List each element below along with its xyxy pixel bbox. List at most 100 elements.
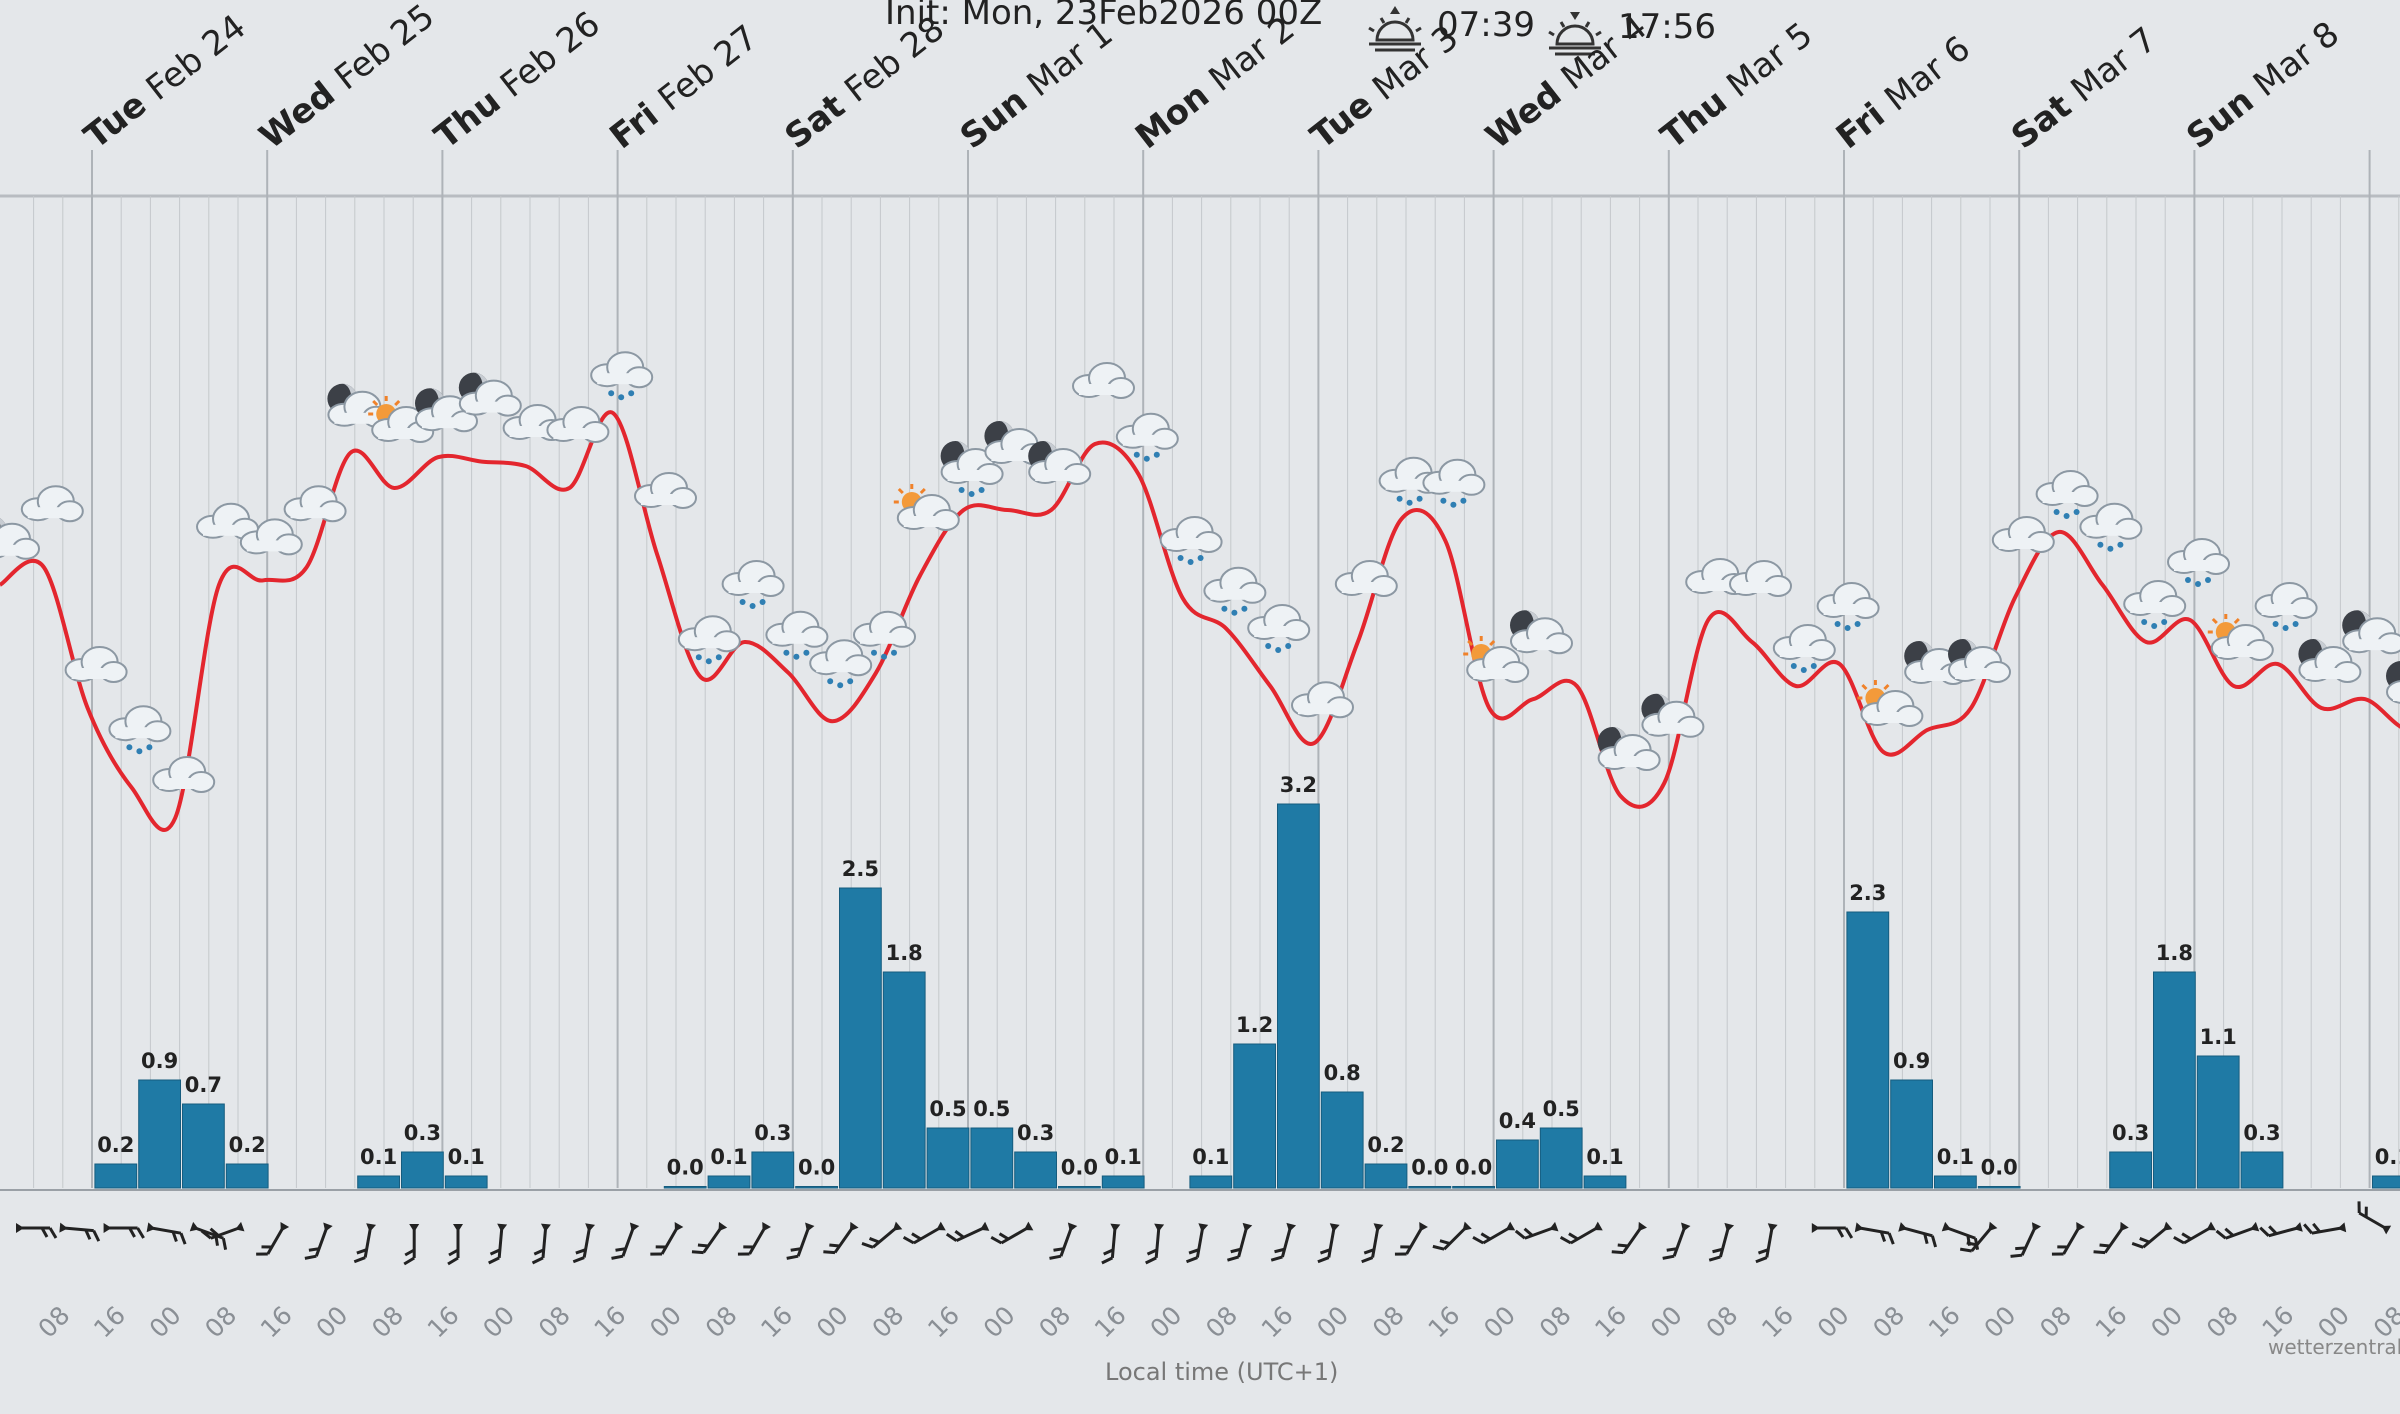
precip-value-label: 0.1 xyxy=(2375,1145,2400,1169)
time-tick-label: 00 xyxy=(1144,1300,1187,1343)
precip-value-label: 0.1 xyxy=(1937,1145,1974,1169)
wind-barb xyxy=(1561,1217,1603,1250)
precip-value-label: 1.8 xyxy=(2156,941,2193,965)
cloud-icon xyxy=(547,407,608,442)
cloud-rain-icon xyxy=(591,352,652,400)
precip-value-label: 0.0 xyxy=(1981,1156,2018,1180)
weather-icons xyxy=(0,352,2400,792)
day-label: Sun Mar 1 xyxy=(953,14,1121,157)
precip-bar xyxy=(840,888,882,1188)
wind-barb xyxy=(448,1224,463,1264)
cloud-icon xyxy=(1993,517,2054,552)
time-tick-label: 08 xyxy=(1700,1300,1743,1343)
time-tick-label: 00 xyxy=(1812,1300,1855,1343)
wind-barb xyxy=(489,1223,507,1264)
precip-bar xyxy=(1321,1092,1363,1188)
precip-value-label: 0.9 xyxy=(1893,1049,1930,1073)
time-tick-label: 16 xyxy=(588,1300,631,1343)
cloud-rain-icon xyxy=(109,706,170,754)
time-tick-label: 00 xyxy=(644,1300,687,1343)
wind-barb xyxy=(1049,1221,1077,1264)
precip-value-label: 0.2 xyxy=(1367,1133,1404,1157)
precip-value-label: 0.4 xyxy=(1499,1109,1536,1133)
svg-text:Thu Feb 26: Thu Feb 26 xyxy=(427,4,607,157)
wind-barb xyxy=(650,1220,683,1262)
precip-bar xyxy=(1234,1044,1276,1188)
wind-barb xyxy=(2052,1220,2085,1262)
precip-bar xyxy=(2197,1056,2239,1188)
precip-value-label: 0.5 xyxy=(973,1097,1010,1121)
precip-value-label: 1.1 xyxy=(2200,1025,2237,1049)
time-tick-label: 08 xyxy=(366,1300,409,1343)
time-tick-label: 08 xyxy=(2034,1300,2077,1343)
wind-barb xyxy=(59,1223,100,1241)
cloud-rain-icon xyxy=(2168,539,2229,587)
wind-barb xyxy=(533,1223,551,1264)
day-label: Fri Feb 27 xyxy=(603,17,766,157)
precip-bar xyxy=(1891,1080,1933,1188)
wind-barb xyxy=(104,1223,144,1238)
svg-text:Fri Mar 6: Fri Mar 6 xyxy=(1829,28,1978,157)
precip-bar xyxy=(927,1128,969,1188)
precip-value-label: 0.3 xyxy=(2112,1121,2149,1145)
wind-barb xyxy=(2260,1217,2303,1242)
wind-barb xyxy=(1663,1221,1691,1264)
time-tick-label: 16 xyxy=(1756,1300,1799,1343)
wind-barb xyxy=(1709,1222,1734,1265)
time-tick-label: 08 xyxy=(1033,1300,1076,1343)
sun-cloud-icon xyxy=(894,484,959,530)
wind-barb xyxy=(2174,1217,2216,1250)
time-tick-label: 00 xyxy=(477,1300,520,1343)
precip-bar xyxy=(2110,1152,2152,1188)
cloud-rain-icon xyxy=(1818,583,1879,631)
svg-text:Fri Feb 27: Fri Feb 27 xyxy=(603,17,766,157)
wind-barb xyxy=(1473,1217,1515,1250)
precip-value-label: 0.1 xyxy=(1192,1145,1229,1169)
precip-value-label: 1.8 xyxy=(886,941,923,965)
precip-bar xyxy=(1409,1187,1451,1189)
wind-barb xyxy=(947,1217,990,1247)
wind-barb xyxy=(1516,1217,1559,1245)
night-partly-cloudy-icon xyxy=(1510,610,1572,653)
precip-value-label: 0.1 xyxy=(360,1145,397,1169)
wind-barb xyxy=(1433,1218,1472,1257)
time-tick-label: 08 xyxy=(700,1300,743,1343)
time-tick-label: 00 xyxy=(811,1300,854,1343)
precip-bar xyxy=(2373,1176,2400,1188)
day-label: Fri Mar 6 xyxy=(1829,28,1978,157)
wind-barb xyxy=(404,1224,419,1264)
precip-bar xyxy=(445,1176,487,1188)
precip-bar xyxy=(1584,1176,1626,1188)
wind-barb xyxy=(1146,1223,1164,1264)
night-partly-cloudy-icon xyxy=(1641,694,1703,737)
precip-bar xyxy=(95,1164,137,1188)
precip-value-label: 0.8 xyxy=(1324,1061,1361,1085)
time-tick-label: 08 xyxy=(866,1300,909,1343)
cloud-icon xyxy=(22,486,83,521)
wind-barb xyxy=(1318,1222,1340,1264)
precip-bar xyxy=(1847,912,1889,1188)
wind-barb xyxy=(692,1219,727,1260)
time-tick-label: 16 xyxy=(1256,1300,1299,1343)
time-tick-label: 08 xyxy=(199,1300,242,1343)
day-date: Feb 25 xyxy=(327,0,442,98)
time-tick-label: 08 xyxy=(1200,1300,1243,1343)
grid-lines xyxy=(0,150,2400,1190)
time-tick-label: 16 xyxy=(88,1300,131,1343)
precip-value-label: 0.7 xyxy=(185,1073,222,1097)
wind-barb xyxy=(787,1221,815,1264)
cloud-icon xyxy=(1292,682,1353,717)
svg-text:Tue Feb 24: Tue Feb 24 xyxy=(77,7,254,157)
wind-barb xyxy=(1395,1220,1428,1262)
day-label: Sat Mar 7 xyxy=(2004,20,2164,157)
precip-value-label: 0.5 xyxy=(1543,1097,1580,1121)
precip-value-label: 0.1 xyxy=(710,1145,747,1169)
day-label: Thu Feb 26 xyxy=(427,4,607,157)
cloud-icon xyxy=(153,757,214,792)
precip-value-label: 1.2 xyxy=(1236,1013,1273,1037)
wind-barb xyxy=(1756,1222,1778,1264)
credit-text: wetterzentrale xyxy=(2268,1335,2400,1359)
precip-bar xyxy=(2241,1152,2283,1188)
precip-bar xyxy=(1015,1152,1057,1188)
cloud-icon xyxy=(66,647,127,682)
